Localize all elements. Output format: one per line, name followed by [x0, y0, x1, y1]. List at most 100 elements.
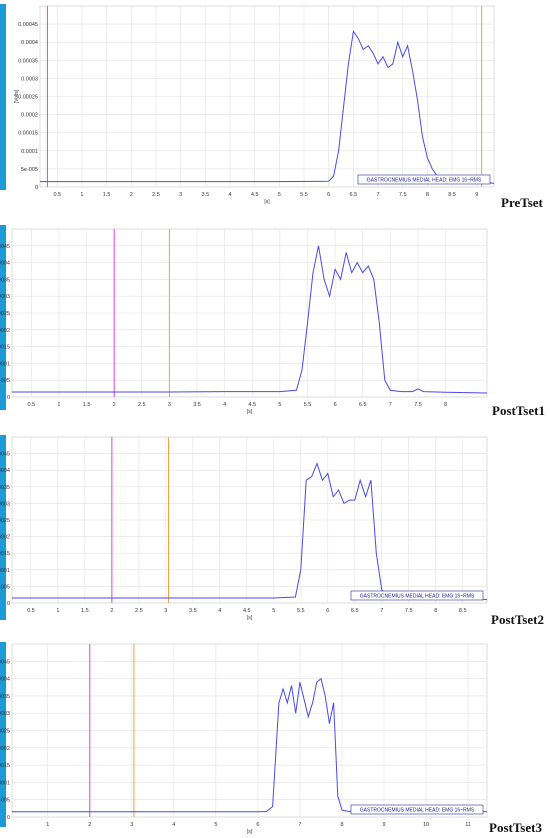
x-tick-label: 6	[326, 608, 329, 614]
legend-box	[350, 590, 484, 601]
x-tick-label: 0.5	[27, 608, 35, 614]
x-axis-label: [s]	[247, 829, 253, 835]
y-tick-label: 0.0001	[0, 780, 10, 786]
x-tick-label: 1.5	[83, 402, 91, 408]
x-tick-label: 2	[110, 608, 113, 614]
y-tick-label: 0.00015	[0, 551, 10, 557]
emg-series-line	[12, 245, 488, 394]
y-tick-label: 0	[7, 601, 10, 607]
x-tick-label: 1	[80, 192, 83, 198]
x-tick-label: 0.5	[53, 192, 61, 198]
y-tick-label: 0.0001	[0, 361, 10, 367]
x-tick-label: 5.5	[304, 402, 312, 408]
x-tick-label: 7.5	[414, 402, 422, 408]
x-tick-label: 4	[218, 608, 221, 614]
chart-panel-pretset: 0.5 1 1.5 2 2.5 3 3.5 4 4.5 5 5.5 6 6.5 7 7.5 8 8.5 9 5e-0…	[0, 0, 550, 215]
y-tick-label: 0	[7, 395, 10, 401]
x-tick-label: 3	[168, 402, 171, 408]
panel-label: PostTset2	[491, 612, 544, 627]
x-tick-label: 3.5	[189, 608, 197, 614]
y-tick-label: 0.0001	[21, 149, 38, 155]
x-tick-label: 1.5	[81, 608, 89, 614]
y-tick-label: 0.00045	[0, 244, 10, 250]
x-tick-label: 8	[340, 822, 343, 828]
x-tick-label: 6	[256, 822, 259, 828]
x-tick-label: 2	[88, 822, 91, 828]
y-tick-label: 0.0004	[0, 468, 10, 474]
panel-label: PostTset1	[492, 403, 545, 418]
y-tick-label: 0.00035	[0, 694, 10, 700]
y-tick-label: 0.00025	[0, 311, 10, 317]
chart-panel-posttset2: 0.5 1 1.5 2 2.5 3 3.5 4 4.5 5 5.5 6 6.5 7 7.5 8 8.5 5e-00…	[0, 425, 550, 630]
y-tick-label: 0.00045	[18, 22, 38, 28]
y-tick-label: 5e-005	[0, 584, 10, 590]
emg-series-line	[12, 677, 487, 813]
y-tick-label: 0.0004	[0, 261, 10, 267]
x-tick-label: 5	[272, 608, 275, 614]
x-tick-label: 2.5	[135, 608, 143, 614]
x-tick-label: 6	[334, 402, 337, 408]
x-tick-label: 5	[278, 402, 281, 408]
x-tick-label: 5.5	[297, 608, 305, 614]
panel-accent-bar	[0, 435, 6, 620]
y-tick-label: 0.0003	[21, 76, 38, 82]
x-tick-label: 7	[298, 822, 301, 828]
y-tick-label: 0.0002	[21, 113, 38, 119]
x-tick-label: 9	[382, 822, 385, 828]
y-tick-label: 0	[7, 815, 10, 821]
y-tick-label: 0.00015	[18, 131, 38, 137]
x-tick-label: 2	[130, 192, 133, 198]
x-tick-label: 7	[380, 608, 383, 614]
panel-accent-bar	[0, 642, 6, 827]
x-tick-label: 11	[465, 822, 471, 828]
x-tick-label: 8.5	[448, 192, 456, 198]
x-tick-label: 6.5	[351, 608, 359, 614]
x-tick-label: 1	[56, 608, 59, 614]
y-tick-label: 0.00025	[0, 729, 10, 735]
x-tick-label: 1.5	[103, 192, 111, 198]
y-tick-label: 0.00045	[0, 659, 10, 665]
x-tick-label: 4.5	[248, 402, 256, 408]
x-axis-label: [s]	[247, 409, 253, 415]
x-tick-label: 8	[444, 402, 447, 408]
chart-panel-posttset3: 1 2 3 4 5 6 7 8 9 10 11 5e-005 0.0001 0.00015 0.0002 0.…	[0, 630, 550, 838]
x-tick-label: 4.5	[251, 192, 259, 198]
legend-entry: GASTROCNEMIUS MEDIAL HEAD: EMG 16~RMS	[360, 807, 475, 813]
x-tick-label: 4	[228, 192, 231, 198]
y-tick-label: 0.0004	[0, 677, 10, 683]
y-tick-label: 0.00025	[0, 518, 10, 524]
x-axis-label: [s]	[264, 199, 270, 205]
x-tick-label: 3.5	[201, 192, 209, 198]
y-tick-label: 0.0003	[0, 711, 10, 717]
x-tick-label: 8	[426, 192, 429, 198]
y-tick-label: 5e-005	[0, 378, 10, 384]
y-tick-label: 0.0002	[0, 535, 10, 541]
x-tick-label: 6	[327, 192, 330, 198]
x-tick-label: 3	[179, 192, 182, 198]
panel-label: PreTset	[501, 195, 543, 210]
x-tick-label: 5	[214, 822, 217, 828]
x-tick-label: 8	[434, 608, 437, 614]
x-tick-label: 10	[423, 822, 429, 828]
y-tick-label: 0.0002	[0, 328, 10, 334]
x-tick-label: 7	[377, 192, 380, 198]
x-tick-label: 2.5	[138, 402, 146, 408]
x-tick-label: 6.5	[359, 402, 367, 408]
x-tick-label: 5.5	[300, 192, 308, 198]
x-tick-label: 9	[475, 192, 478, 198]
x-tick-label: 3	[130, 822, 133, 828]
x-tick-label: 4	[172, 822, 175, 828]
y-tick-label: 0.0002	[0, 746, 10, 752]
y-tick-label: 0.00045	[0, 452, 10, 458]
chart-panel-posttset1: 0.5 1 1.5 2 2.5 3 3.5 4 4.5 5 5.5 6 6.5 7 7.5 8 5e-005 0.…	[0, 215, 550, 425]
x-tick-label: 7	[389, 402, 392, 408]
chart-posttset3: 1 2 3 4 5 6 7 8 9 10 11 5e-005 0.0001 0.00015 0.0002 0.…	[0, 643, 488, 835]
y-tick-label: 0.00015	[0, 763, 10, 769]
legend-box	[350, 804, 484, 815]
x-axis-label: [s]	[247, 615, 253, 621]
x-tick-label: 1	[57, 402, 60, 408]
x-tick-label: 6.5	[350, 192, 358, 198]
x-tick-label: 3	[164, 608, 167, 614]
y-tick-label: 0	[35, 185, 38, 191]
chart-posttset1: 0.5 1 1.5 2 2.5 3 3.5 4 4.5 5 5.5 6 6.5 7 7.5 8 5e-005 0.…	[0, 228, 488, 415]
